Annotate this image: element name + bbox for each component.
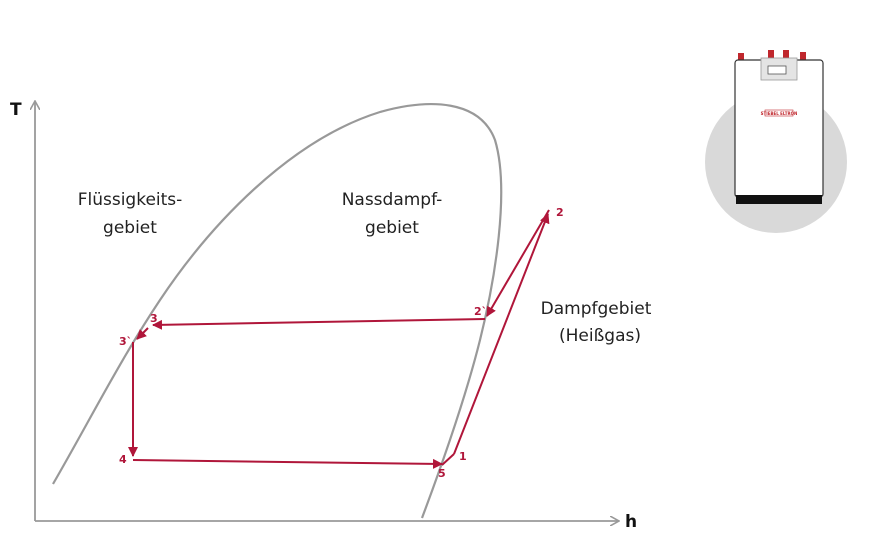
device-brand: STIEBEL ELTRON (761, 111, 798, 116)
point-label: 1 (459, 450, 467, 463)
device-body (734, 59, 824, 198)
connector (783, 50, 789, 60)
point-label: 3 (150, 312, 158, 325)
saturation-curve (52, 103, 503, 519)
y-axis-label: T (10, 100, 22, 120)
x-axis-label: h (625, 512, 637, 532)
device-base (736, 195, 822, 204)
region-label: Dampfgebiet (541, 299, 652, 319)
point-label: 2` (474, 305, 487, 318)
device-icon: STIEBEL ELTRON (705, 50, 847, 233)
cycle-segment (152, 318, 486, 330)
cycle-segment (453, 213, 550, 455)
device-logo (764, 109, 794, 117)
connector (738, 53, 744, 61)
cycle-segment (132, 458, 443, 469)
cycle-segment (486, 209, 550, 317)
region-label: (Heißgas) (559, 326, 641, 346)
point-label: 3` (119, 335, 132, 348)
point-label: 5 (438, 467, 446, 480)
region-label: Flüssigkeits- (78, 190, 183, 210)
point-label: 2 (556, 206, 564, 219)
region-label: gebiet (103, 218, 157, 238)
connector (800, 52, 806, 61)
cycle-segment (136, 327, 149, 340)
device-display (767, 65, 787, 75)
region-label: gebiet (365, 218, 419, 238)
region-label: Nassdampf- (342, 190, 443, 210)
point-label: 4 (119, 453, 127, 466)
connector (768, 50, 774, 60)
cycle-segment (441, 453, 455, 466)
cycle (128, 209, 550, 469)
